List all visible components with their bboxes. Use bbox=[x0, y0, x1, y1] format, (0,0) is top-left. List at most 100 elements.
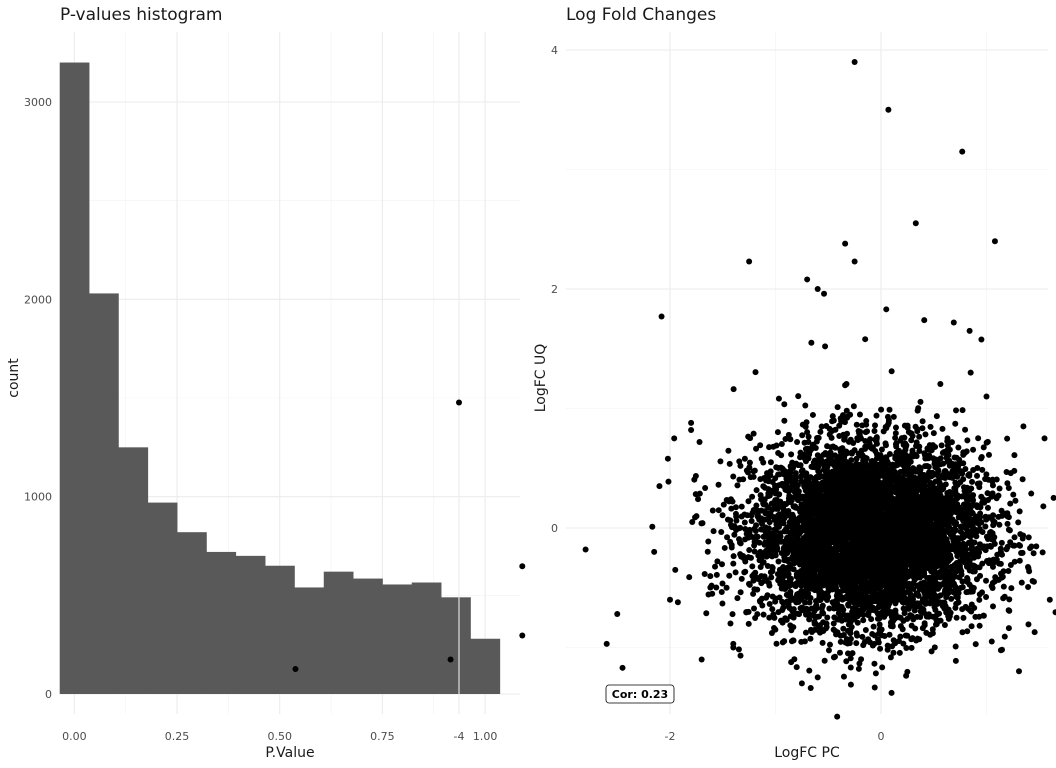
scatter-point bbox=[790, 637, 797, 644]
scatter-point bbox=[803, 594, 810, 601]
scatter-point bbox=[821, 657, 828, 664]
scatter-point bbox=[897, 633, 904, 640]
scatter-point bbox=[998, 646, 1005, 653]
scatter-point bbox=[1007, 500, 1014, 507]
scatter-point bbox=[817, 428, 824, 435]
scatter-point bbox=[874, 636, 881, 643]
scatter-point bbox=[843, 587, 850, 594]
scatter-point bbox=[732, 569, 739, 576]
scatter-point bbox=[886, 406, 893, 413]
scatter-point bbox=[753, 445, 760, 452]
histogram-panel: P-values histogram 0.00 0.25 0.50 0.75 1.000… bbox=[6, 5, 520, 761]
scatter-point bbox=[804, 502, 811, 509]
scatter-point bbox=[836, 649, 843, 656]
scatter-point bbox=[785, 556, 792, 563]
scatter-point bbox=[781, 417, 788, 424]
scatter-point bbox=[974, 504, 981, 511]
histogram-bar bbox=[441, 597, 471, 694]
scatter-point bbox=[904, 422, 911, 429]
scatter-point bbox=[989, 603, 996, 610]
scatter-point bbox=[774, 429, 781, 436]
scatter-point bbox=[877, 645, 884, 652]
scatter-point bbox=[970, 446, 977, 453]
scatter-point bbox=[837, 446, 844, 453]
scatter-point bbox=[803, 611, 810, 618]
scatter-point bbox=[862, 626, 869, 633]
scatter-point bbox=[998, 539, 1005, 546]
scatter-point bbox=[769, 606, 776, 613]
scatter-point bbox=[1010, 491, 1017, 498]
scatter-point bbox=[1050, 494, 1056, 501]
scatter-point bbox=[953, 614, 960, 621]
scatter-point bbox=[967, 551, 974, 558]
scatter-point bbox=[774, 505, 781, 512]
scatter-point bbox=[732, 510, 739, 517]
scatter-point bbox=[707, 584, 714, 591]
scatter-point bbox=[725, 447, 732, 454]
scatter-point bbox=[775, 558, 782, 565]
scatter-point bbox=[698, 520, 705, 527]
scatter-point bbox=[762, 501, 769, 508]
scatter-point bbox=[825, 647, 832, 654]
scatter-point bbox=[955, 599, 962, 606]
scatter-point bbox=[751, 467, 758, 474]
scatter-point bbox=[742, 526, 749, 533]
scatter-point bbox=[944, 490, 951, 497]
histogram-title: P-values histogram bbox=[60, 5, 222, 25]
scatter-point bbox=[715, 507, 722, 514]
scatter-point bbox=[674, 599, 681, 606]
histogram-bar bbox=[235, 555, 266, 694]
scatter-point bbox=[780, 544, 787, 551]
scatter-point bbox=[768, 500, 775, 507]
scatter-point bbox=[760, 611, 767, 618]
scatter-panel: Log Fold Changes -4-202024 Cor: 0.23 Log… bbox=[292, 5, 1056, 761]
scatter-point bbox=[904, 632, 911, 639]
scatter-point bbox=[702, 484, 709, 491]
scatter-point bbox=[760, 533, 767, 540]
scatter-point bbox=[719, 580, 726, 587]
scatter-point bbox=[964, 628, 971, 635]
scatter-point bbox=[752, 369, 759, 376]
scatter-point bbox=[771, 614, 778, 621]
scatter-point bbox=[964, 563, 971, 570]
scatter-point bbox=[746, 547, 753, 554]
scatter-point bbox=[734, 482, 741, 489]
histogram-x-axis-title: P.Value bbox=[265, 745, 314, 761]
scatter-point bbox=[999, 551, 1006, 558]
scatter-point bbox=[1039, 549, 1046, 556]
scatter-point bbox=[773, 640, 780, 647]
scatter-point bbox=[738, 575, 745, 582]
histogram-bar bbox=[470, 638, 501, 694]
scatter-point bbox=[921, 609, 928, 616]
scatter-point bbox=[830, 654, 837, 661]
scatter-point bbox=[931, 644, 938, 651]
scatter-point bbox=[814, 613, 821, 620]
scatter-point bbox=[930, 570, 937, 577]
scatter-point bbox=[665, 478, 672, 485]
scatter-point bbox=[1000, 568, 1007, 575]
scatter-point bbox=[892, 441, 899, 448]
scatter-point bbox=[931, 457, 938, 464]
scatter-point bbox=[983, 577, 990, 584]
scatter-point bbox=[849, 650, 856, 657]
scatter-point bbox=[806, 599, 813, 606]
scatter-point bbox=[745, 498, 752, 505]
scatter-point bbox=[1018, 579, 1025, 586]
scatter-point bbox=[788, 451, 795, 458]
scatter-point bbox=[721, 544, 728, 551]
scatter-point bbox=[975, 435, 982, 442]
histogram-bar bbox=[411, 582, 442, 694]
scatter-point bbox=[957, 479, 964, 486]
scatter-point bbox=[724, 534, 731, 541]
scatter-point bbox=[896, 649, 903, 656]
scatter-point bbox=[785, 512, 792, 519]
scatter-point bbox=[726, 460, 733, 467]
scatter-point bbox=[793, 664, 800, 671]
scatter-point bbox=[952, 479, 959, 486]
scatter-point bbox=[1016, 557, 1023, 564]
scatter-point bbox=[942, 474, 949, 481]
scatter-point bbox=[714, 558, 721, 565]
scatter-point bbox=[887, 654, 894, 661]
scatter-point bbox=[701, 571, 708, 578]
scatter-point bbox=[729, 611, 736, 618]
